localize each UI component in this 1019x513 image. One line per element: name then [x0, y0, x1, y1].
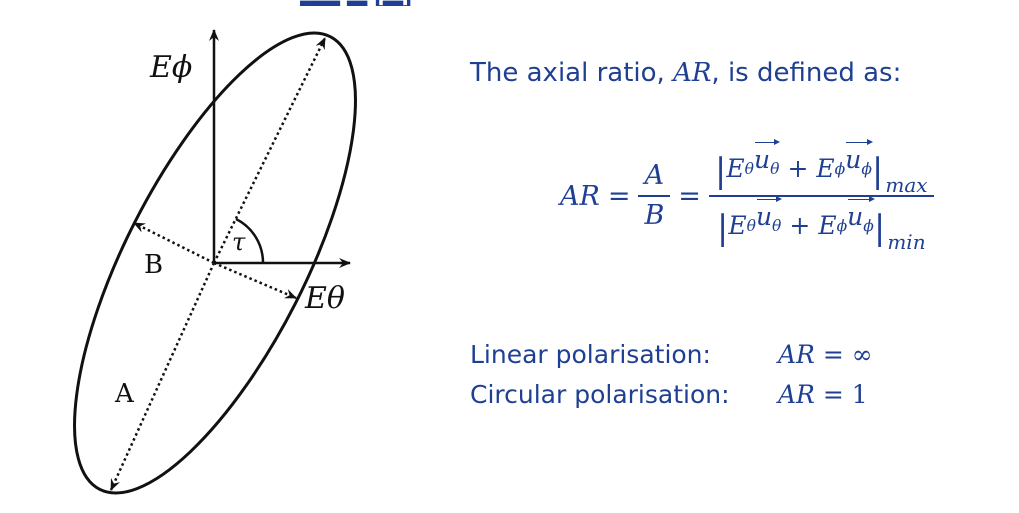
intro-prefix: The axial ratio,: [470, 58, 674, 88]
tau-label: τ: [232, 228, 246, 256]
min-subscript: min: [887, 230, 926, 254]
circular-polarisation-value: AR = 1: [778, 380, 868, 409]
max-subscript: max: [885, 173, 928, 197]
equals-sign-1: =: [607, 180, 631, 212]
equals-sign-2: =: [678, 180, 701, 212]
clipped-heading-fragment: ▂▂ ▂ [▂]: [300, 0, 460, 6]
major-axis-a-lower: [109, 262, 216, 491]
minor-axis-e-theta: [213, 261, 297, 300]
circular-polarisation-row: Circular polarisation: AR = 1: [470, 380, 868, 409]
axial-ratio-intro: The axial ratio, AR, is defined as:: [470, 58, 901, 88]
linear-polarisation-label: Linear polarisation:: [470, 340, 711, 369]
equation-lhs: AR: [560, 180, 600, 212]
polarisation-ellipse-diagram: Eϕ Eθ τ B A: [73, 29, 357, 495]
fraction-a: A: [644, 160, 665, 191]
e-theta-label: Eθ: [304, 281, 345, 316]
minor-axis-label: B: [144, 250, 163, 280]
a-over-b-fraction: A B: [638, 157, 671, 235]
major-axis-a: [212, 37, 327, 264]
major-axis-label: A: [114, 379, 135, 409]
fraction-b: B: [644, 200, 665, 231]
tau-angle-arc: [235, 217, 265, 264]
circular-polarisation-label: Circular polarisation:: [470, 380, 730, 409]
linear-polarisation-row: Linear polarisation: AR = ∞: [470, 340, 873, 369]
intro-suffix: , is defined as:: [711, 58, 902, 88]
intro-symbol: AR: [673, 58, 712, 88]
e-phi-label: Eϕ: [149, 50, 192, 85]
minor-axis-b: [133, 221, 215, 265]
linear-polarisation-value: AR = ∞: [778, 340, 873, 369]
